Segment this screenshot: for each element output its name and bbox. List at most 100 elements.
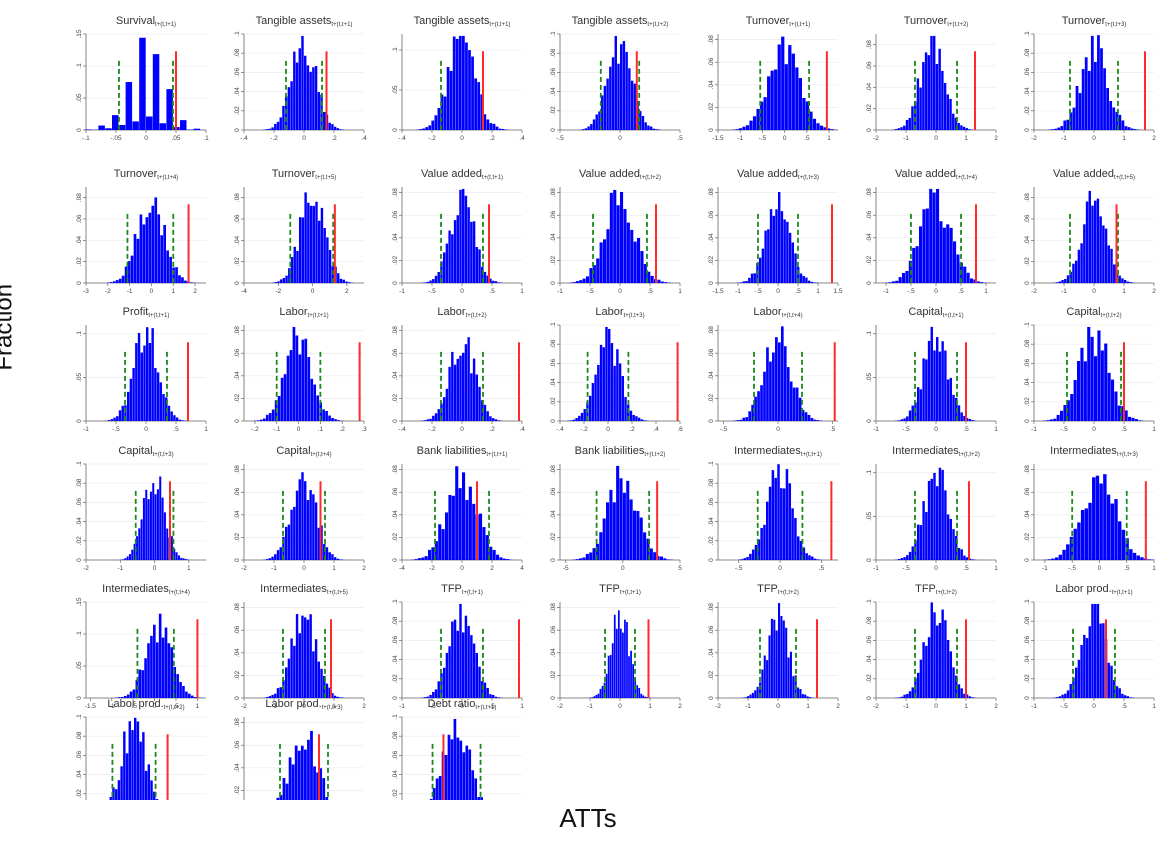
y-tick-label: .08 <box>392 465 399 474</box>
histogram-bar <box>1090 336 1094 421</box>
histogram-bar <box>297 750 301 800</box>
y-tick-label: .02 <box>392 789 399 798</box>
y-tick-label: .1 <box>866 470 873 476</box>
histogram-bar <box>483 271 487 283</box>
histogram-bar <box>591 697 594 698</box>
histogram-bar <box>1110 248 1113 283</box>
panel-title: Turnovert+(t,t+4) <box>114 168 179 181</box>
histogram-bar <box>184 559 187 560</box>
histogram-bar <box>271 556 274 560</box>
x-tick-label: .5 <box>963 426 969 433</box>
histogram-bar <box>804 694 807 698</box>
histogram-bar <box>933 350 936 421</box>
y-tick-label: 0 <box>76 696 83 700</box>
x-tick-label: .5 <box>804 135 810 142</box>
histogram-bar <box>271 127 274 130</box>
histogram-bar <box>805 553 808 560</box>
histogram-bar <box>448 366 451 421</box>
histogram-bar <box>1106 87 1109 130</box>
histogram-bar <box>291 764 295 800</box>
y-tick-label: .05 <box>76 93 83 102</box>
histogram-bar <box>791 508 794 560</box>
panel-title: TFPt+(t,t+1) <box>599 583 641 596</box>
histogram-bar <box>1100 350 1104 421</box>
y-tick-label: .02 <box>76 789 83 798</box>
x-tick-label: 0 <box>1098 565 1102 572</box>
histogram-bar <box>778 191 781 283</box>
x-tick-label: -1 <box>117 565 123 572</box>
histogram-bar <box>792 676 795 698</box>
histogram-bar <box>1088 502 1092 560</box>
histogram-bar <box>949 98 952 130</box>
histogram-bar <box>312 205 315 283</box>
histogram-bar <box>161 637 165 698</box>
histogram-bar <box>154 197 158 283</box>
y-tick-label: 0 <box>1024 696 1031 700</box>
y-tick-label: .08 <box>392 326 399 335</box>
histogram-panel: Debt ratiot+(t,t+1)0.02.04.06.08.1-.2-.1… <box>392 698 522 800</box>
histogram-bar <box>622 492 626 560</box>
histogram-bar <box>808 555 811 560</box>
x-tick-label: -.2 <box>428 135 436 142</box>
histogram-bar <box>780 488 783 560</box>
histogram-bar <box>946 639 950 698</box>
histogram-bar <box>791 53 795 131</box>
y-tick-label: 0 <box>550 419 557 423</box>
histogram-bar <box>502 558 506 560</box>
x-tick-label: .4 <box>361 135 367 142</box>
histogram-bar <box>322 409 325 421</box>
histogram-bar <box>467 625 470 698</box>
histogram-bar <box>1069 684 1072 698</box>
y-tick-label: .04 <box>234 235 241 244</box>
histogram-bar <box>647 271 651 283</box>
histogram-bar <box>957 684 961 698</box>
histogram-bar <box>284 526 288 560</box>
y-tick-label: .08 <box>392 731 399 740</box>
y-tick-label: .02 <box>708 536 715 545</box>
y-tick-label: .08 <box>234 718 241 727</box>
histogram-bar <box>1085 201 1089 283</box>
histogram-bar <box>1055 697 1059 698</box>
histogram-bar <box>136 721 140 800</box>
y-tick-label: .04 <box>708 80 715 89</box>
histogram-bar <box>1064 693 1067 698</box>
histogram-bar <box>810 417 814 421</box>
histogram-bar <box>441 529 445 560</box>
histogram-bar <box>810 281 814 283</box>
histogram-bar <box>1074 667 1078 698</box>
histogram-bar <box>625 51 628 130</box>
histogram-bar <box>919 87 922 130</box>
histogram-bar <box>748 411 751 421</box>
x-tick-label: 1 <box>1122 135 1126 142</box>
y-tick-label: .04 <box>76 517 83 526</box>
histogram-bar <box>816 559 820 560</box>
histogram-bar <box>110 419 114 421</box>
histogram-bar <box>141 670 144 698</box>
x-tick-label: .5 <box>795 288 801 295</box>
histogram-bar <box>450 739 454 800</box>
histogram-bar <box>622 632 624 698</box>
histogram-panel: Value addedt+(t,t+2) 0 .02 .04 .06 .08 -1 -.5 0.… <box>550 168 682 295</box>
histogram-panel: Labor prod.t+(t,t+2)0.02.04.06.08.1-1-.5… <box>76 698 206 800</box>
histogram-bar <box>339 129 342 130</box>
x-tick-label: 0 <box>460 565 464 572</box>
y-tick-label: .06 <box>234 214 241 223</box>
histogram-bar <box>274 554 277 560</box>
histogram-bar <box>1096 198 1100 283</box>
histogram-bar <box>1062 549 1066 560</box>
panel-title: Value addedt+(t,t+3) <box>737 168 819 181</box>
x-tick-label: 1 <box>816 288 820 295</box>
y-tick-label: .1 <box>76 331 83 337</box>
histogram-bar <box>182 558 185 560</box>
y-tick-label: .02 <box>1024 397 1031 406</box>
histogram-bar <box>1069 271 1072 283</box>
histogram-bar <box>465 745 469 800</box>
panel-title: Intermediatest+(t,t+1) <box>734 445 822 458</box>
y-tick-label: .06 <box>708 210 715 219</box>
panel-title: Profitt+(t,t+1) <box>123 306 170 319</box>
y-tick-label: .06 <box>1024 68 1031 77</box>
histogram-bar <box>323 112 326 130</box>
histogram-bar <box>746 556 749 560</box>
histogram-bar <box>288 757 292 800</box>
histogram-bar <box>339 278 343 283</box>
